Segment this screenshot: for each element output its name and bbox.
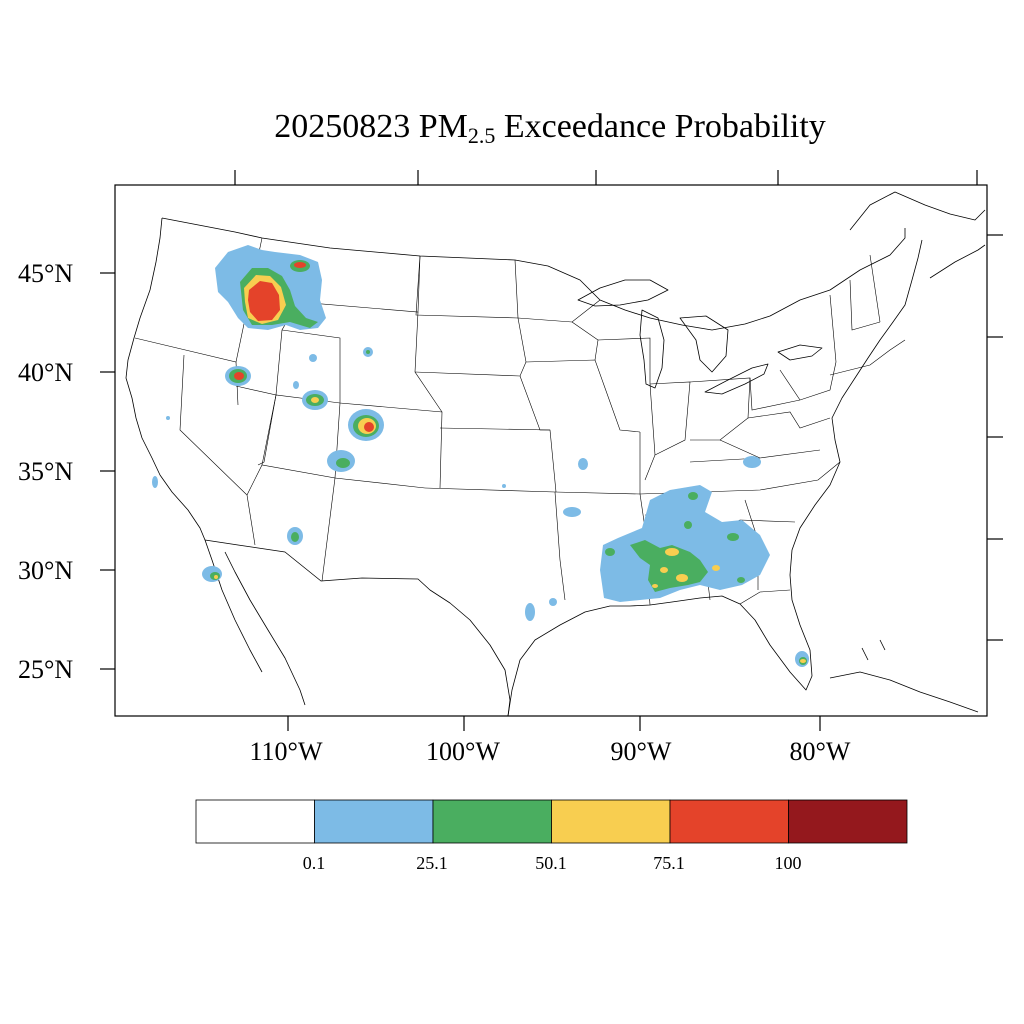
colorbar-label-1: 25.1 — [416, 853, 448, 873]
colorbar-box-3 — [551, 799, 671, 844]
bahamas — [861, 639, 886, 661]
plume-utah-north2-low — [293, 381, 299, 389]
plume-utah-north-low — [309, 354, 317, 362]
colorbar-label-4: 100 — [774, 853, 802, 873]
lat-label-45: 45°N — [18, 259, 74, 288]
map-title: 20250823 PM2.5 Exceedance Probability — [0, 108, 1024, 149]
colorbar-label-2: 50.1 — [535, 853, 567, 873]
colorbar-label-0: 0.1 — [302, 853, 326, 873]
lon-label-110w: 110°W — [249, 737, 323, 766]
plume-socal-high — [214, 575, 218, 579]
plume-idaho-montana-veryhigh — [248, 281, 280, 321]
plume-tennessee-low — [743, 456, 761, 468]
plume-southeast-mid5 — [605, 548, 615, 556]
plume-texas2-low — [549, 598, 557, 606]
lon-label-80w: 80°W — [789, 737, 851, 766]
nova-scotia — [929, 244, 986, 279]
canada-northeast — [849, 191, 986, 231]
plume-southeast-mid6 — [737, 577, 745, 583]
baja-california — [204, 539, 263, 673]
plume-southeast-high4 — [712, 565, 720, 571]
colorbar-box-0 — [195, 799, 315, 844]
title-pm: PM — [418, 108, 468, 145]
plume-utah-high — [311, 397, 319, 403]
plume-southeast-high3 — [676, 574, 688, 582]
atlantic-coast — [789, 239, 923, 576]
lon-label-100w: 100°W — [426, 737, 500, 766]
plume-southeast-low — [600, 485, 770, 602]
plume-southeast-mid4 — [727, 533, 739, 541]
plume-southeast-high5 — [652, 584, 658, 588]
lon-label-90w: 90°W — [610, 737, 672, 766]
plume-kansas-low — [502, 484, 506, 488]
colorbar-box-5 — [788, 799, 908, 844]
plume-arizona-mid — [291, 532, 299, 542]
plume-ca-north-low — [166, 416, 170, 420]
lat-label-25: 25°N — [18, 655, 74, 684]
colorbar — [195, 799, 908, 844]
colorbar-box-1 — [314, 799, 434, 844]
gulf-of-california-coast — [224, 551, 306, 706]
lake-ontario — [777, 344, 823, 361]
cuba — [829, 671, 979, 713]
pacific-coast — [125, 217, 206, 541]
plume-missouri-low — [578, 458, 588, 470]
lake-huron — [679, 315, 729, 373]
plume-southeast-high1 — [665, 548, 679, 556]
probability-plumes — [152, 245, 809, 667]
lake-superior — [577, 279, 669, 307]
title-pm-subscript: 2.5 — [467, 123, 496, 148]
plume-arkansas-low — [563, 507, 581, 517]
plume-florida-high — [800, 659, 806, 663]
plume-southeast-mid3 — [684, 521, 692, 529]
frame-ticks — [100, 170, 1003, 731]
plume-southeast-mid2 — [688, 492, 698, 500]
lake-michigan — [639, 309, 665, 389]
title-date: 20250823 — [274, 108, 411, 145]
plume-texas-low — [525, 603, 535, 621]
plume-southeast-high2 — [660, 567, 668, 573]
plume-wyoming-mid — [366, 350, 370, 354]
plume-ca-coast-low — [152, 476, 158, 488]
lat-label-30: 30°N — [18, 556, 74, 585]
us-mexico-border — [204, 539, 511, 717]
colorbar-label-3: 75.1 — [653, 853, 685, 873]
plume-colorado-south-mid — [336, 458, 350, 468]
us-canada-border — [161, 217, 906, 331]
title-rest: Exceedance Probability — [503, 108, 826, 145]
gulf-coast — [507, 574, 813, 717]
lake-erie — [704, 363, 769, 395]
map-outlines — [125, 191, 986, 717]
colorbar-box-4 — [669, 799, 789, 844]
plume-colorado-veryhigh — [364, 422, 374, 432]
plume-southeast-mid — [630, 540, 708, 592]
lat-label-40: 40°N — [18, 358, 74, 387]
plume-nevada-veryhigh — [234, 372, 244, 380]
colorbar-box-2 — [432, 799, 552, 844]
plume-montana-east-veryhigh — [294, 262, 306, 268]
lat-label-35: 35°N — [18, 457, 74, 486]
